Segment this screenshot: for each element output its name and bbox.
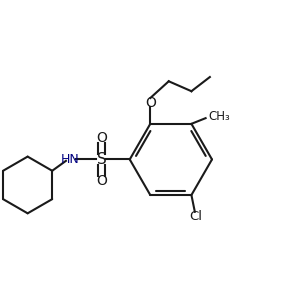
Text: CH₃: CH₃ — [208, 110, 230, 123]
Text: Cl: Cl — [189, 210, 202, 223]
Text: HN: HN — [61, 153, 80, 166]
Text: S: S — [97, 152, 106, 167]
Text: O: O — [96, 131, 107, 145]
Text: O: O — [96, 174, 107, 188]
Text: O: O — [145, 96, 156, 109]
